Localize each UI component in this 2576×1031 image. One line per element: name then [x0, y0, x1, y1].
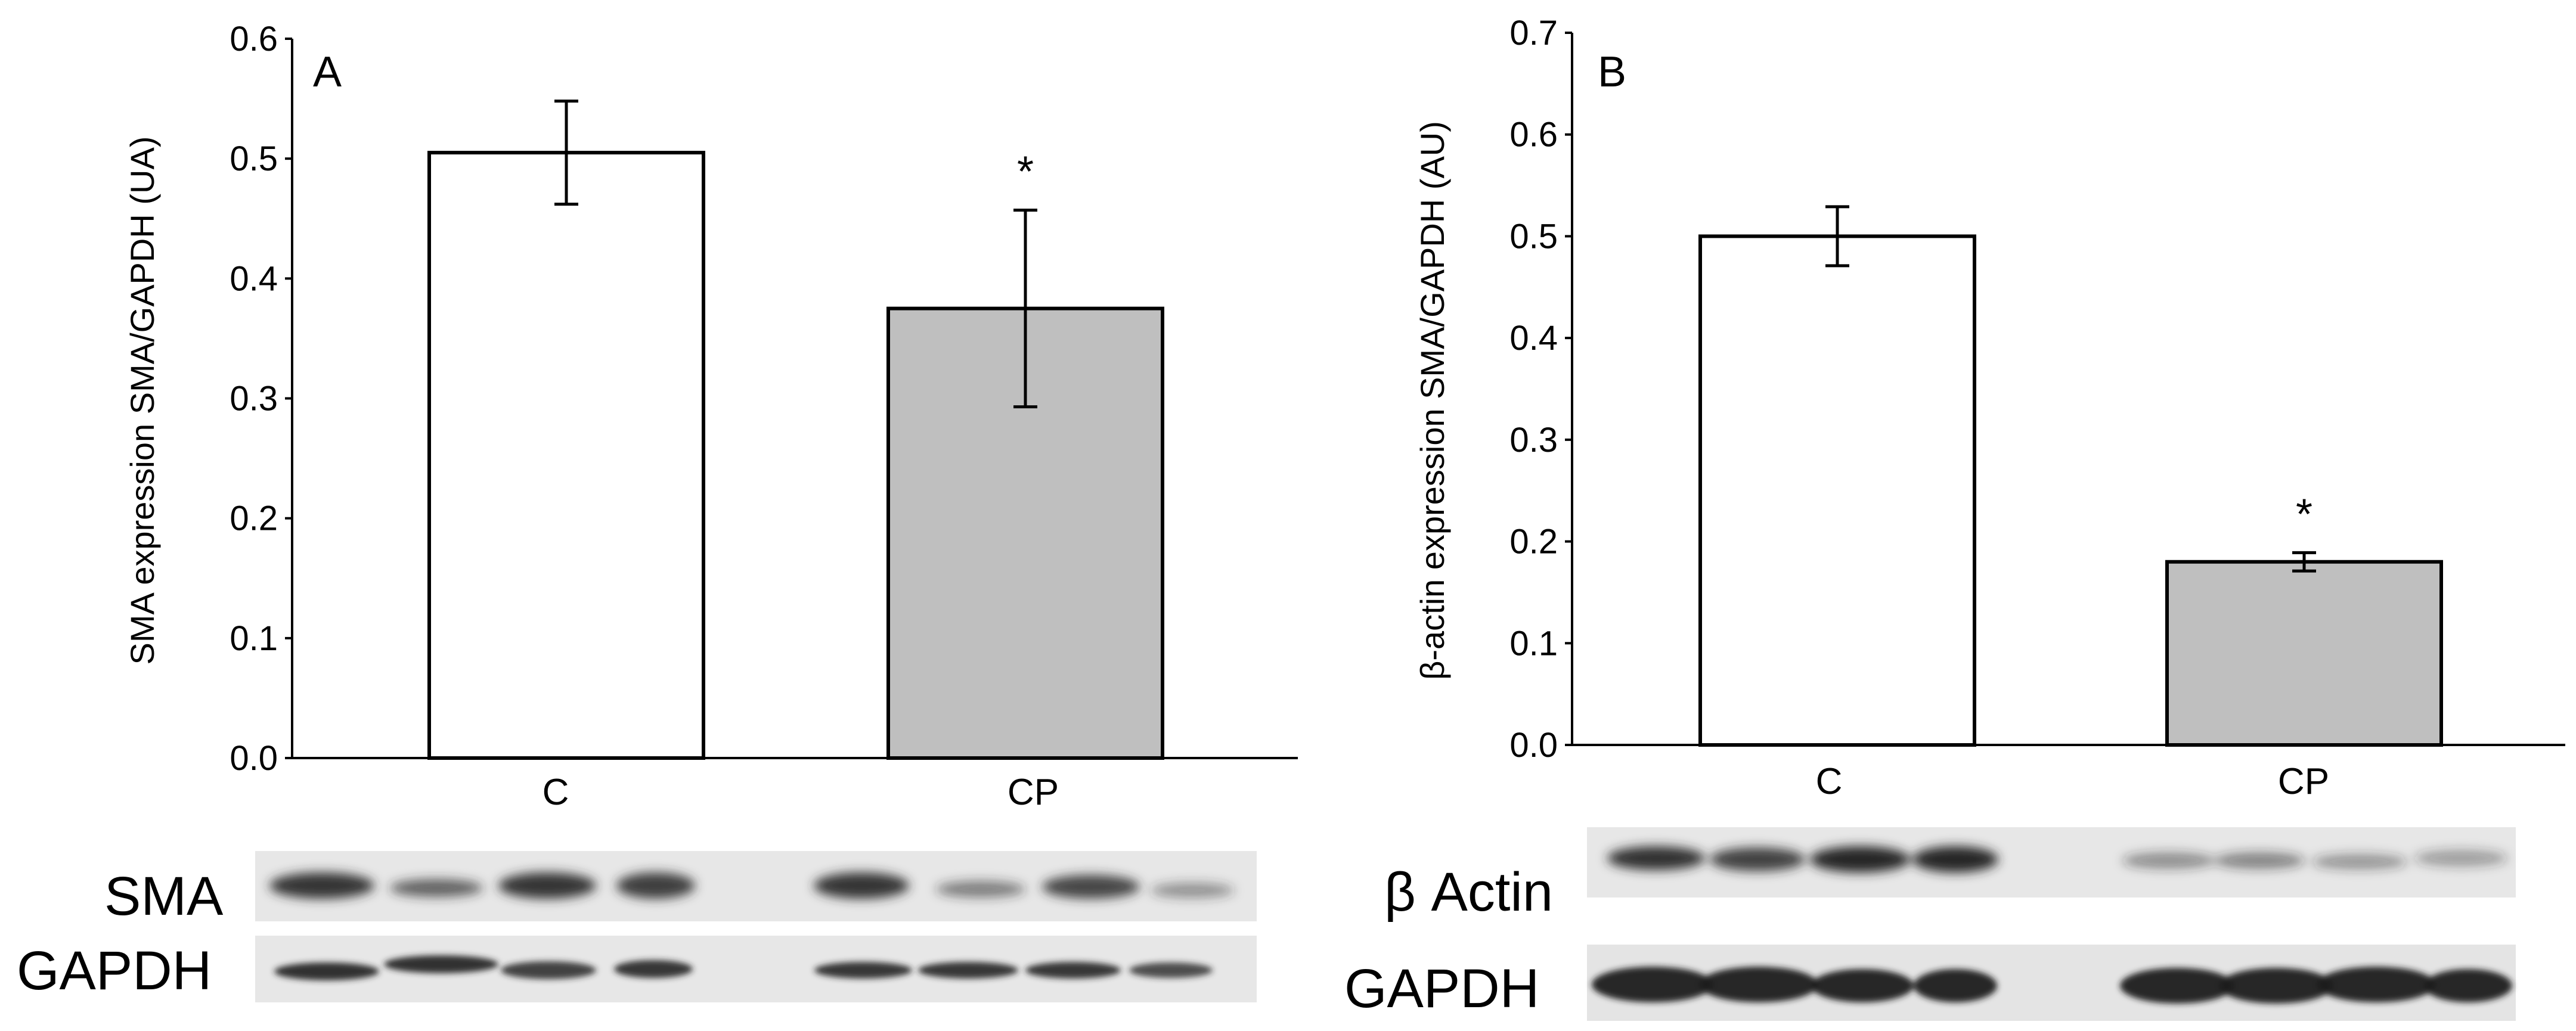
- y-tick-label: 0.6: [1509, 116, 1558, 154]
- significance-marker: *: [1017, 148, 1034, 196]
- y-tick-label: 0.6: [230, 20, 278, 58]
- chart-a-category-cp: CP: [1008, 772, 1059, 813]
- blot-b-label-gapdh: GAPDH: [1344, 958, 1539, 1019]
- bar-cp: [2165, 560, 2443, 747]
- blot-b-gapdh-strip: [1587, 945, 2516, 1021]
- chart-a-category-c: C: [543, 772, 569, 813]
- blot-a-label-gapdh: GAPDH: [17, 940, 212, 1001]
- y-tick-label: 0.3: [230, 380, 278, 418]
- y-tick-label: 0.5: [1509, 217, 1558, 256]
- chart-a: SMA expression SMA/GAPDH (UA) A 0.00.10.…: [123, 20, 1298, 813]
- blot-a-gapdh-strip: [255, 936, 1257, 1002]
- y-tick-label: 0.4: [1509, 319, 1558, 358]
- y-tick-label: 0.4: [230, 259, 278, 298]
- y-tick-label: 0.3: [1509, 421, 1558, 459]
- chart-b-category-cp: CP: [2278, 761, 2329, 802]
- y-tick-label: 0.1: [230, 619, 278, 658]
- chart-b-y-axis-label: β-actin expression SMA/GAPDH (AU): [1413, 121, 1451, 680]
- bar-c: [427, 151, 705, 760]
- y-tick-label: 0.0: [230, 739, 278, 778]
- y-tick-label: 0.5: [230, 139, 278, 178]
- significance-marker: *: [2296, 490, 2312, 538]
- blot-panel-b: β Actin GAPDH: [1344, 827, 2516, 1021]
- blot-panel-a: SMA GAPDH: [17, 851, 1257, 1002]
- y-tick-label: 0.2: [1509, 523, 1558, 561]
- chart-b-bars: *: [1698, 205, 2443, 747]
- chart-a-bars: *: [427, 100, 1164, 760]
- blot-b-label-beta-actin: β Actin: [1384, 862, 1553, 923]
- chart-b: β-actin expression SMA/GAPDH (AU) B 0.00…: [1413, 14, 2565, 802]
- chart-b-category-c: C: [1816, 761, 1843, 802]
- chart-a-panel-label: A: [313, 48, 342, 96]
- bar-c: [1698, 234, 1976, 747]
- chart-b-panel-label: B: [1598, 48, 1626, 96]
- blot-a-label-sma: SMA: [104, 866, 224, 927]
- y-tick-label: 0.2: [230, 499, 278, 538]
- blot-a-sma-strip: [255, 851, 1257, 921]
- chart-a-y-ticks: 0.0 0.1 0.2 0.3 0.4 0.5 0.6: [230, 20, 292, 778]
- blot-b-beta-actin-strip: [1587, 827, 2516, 898]
- chart-a-y-axis-label: SMA expression SMA/GAPDH (UA): [123, 136, 161, 665]
- y-tick-label: 0.0: [1509, 726, 1558, 765]
- chart-b-y-ticks: 0.0 0.1 0.2 0.3 0.4 0.5 0.6 0.7: [1509, 14, 1572, 765]
- y-tick-label: 0.1: [1509, 624, 1558, 663]
- y-tick-label: 0.7: [1509, 14, 1558, 52]
